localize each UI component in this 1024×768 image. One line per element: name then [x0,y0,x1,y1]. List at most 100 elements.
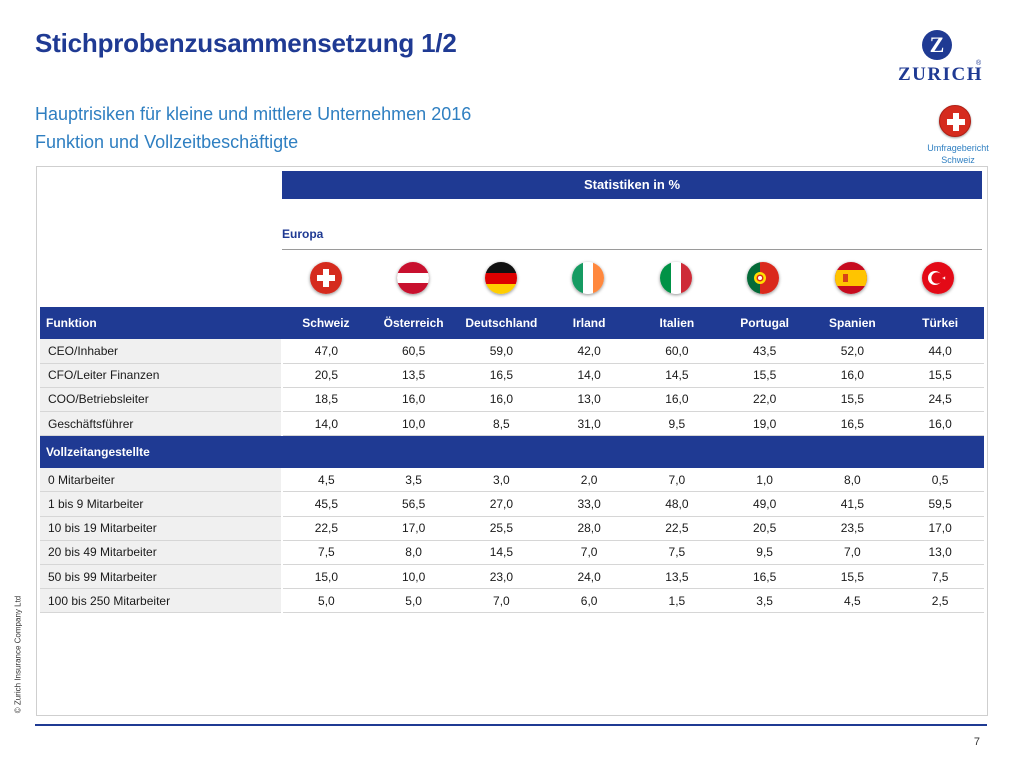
percentage-cell: 14,0 [545,363,633,388]
percentage-cell: 6,0 [545,588,633,614]
percentage-cell: 31,0 [545,411,633,437]
percentage-cell: 10,0 [369,564,458,590]
row-label: 0 Mitarbeiter [40,467,283,493]
zurich-logo: Z ZURICH ® [896,30,986,90]
percentage-cell: 16,5 [808,411,897,437]
percentage-cell: 28,0 [545,516,633,541]
percentage-cell: 9,5 [720,540,809,566]
survey-badge-label: Umfragebericht Schweiz [918,142,998,166]
percentage-cell: 7,0 [633,467,721,493]
percentage-cell: 7,0 [545,540,633,566]
column-header-country: Schweiz [282,307,370,339]
row-label: 20 bis 49 Mitarbeiter [40,540,283,566]
irish-flag-icon [572,262,605,294]
percentage-cell: 15,0 [282,564,370,590]
percentage-cell: 16,0 [808,363,897,388]
percentage-cell: 0,5 [896,467,984,493]
percentage-cell: 7,5 [896,564,984,590]
column-header-country: Österreich [369,307,458,339]
table-row: COO/Betriebsleiter 18,5 16,0 16,0 13,0 16,0 22… [40,387,984,413]
percentage-cell: 5,0 [369,588,458,614]
swiss-flag-icon [309,262,342,294]
percentage-cell: 19,0 [720,411,809,437]
table-row: Geschäftsführer 14,0 10,0 8,5 31,0 9,5 19,0 16,… [40,411,984,437]
percentage-cell: 7,0 [457,588,546,614]
column-header-country: Spanien [808,307,897,339]
copyright-notice: © Zurich Insurance Company Ltd [13,590,23,720]
row-label: Geschäftsführer [40,411,283,437]
statistics-header: Statistiken in % [282,171,982,199]
row-label: 1 bis 9 Mitarbeiter [40,491,283,517]
percentage-cell: 33,0 [545,491,633,517]
percentage-cell: 16,5 [457,363,546,388]
subtitle-main: Hauptrisiken für kleine und mittlere Unt… [35,104,472,124]
percentage-cell: 24,0 [545,564,633,590]
row-label: 10 bis 19 Mitarbeiter [40,516,283,541]
percentage-cell: 13,5 [369,363,458,388]
percentage-cell: 7,5 [633,540,721,566]
table-row: 10 bis 19 Mitarbeiter 22,5 17,0 25,5 28,0 22,… [40,516,984,541]
swiss-badge-icon [939,105,971,137]
percentage-cell: 13,0 [896,540,984,566]
region-label: Europa [282,227,324,241]
percentage-cell: 42,0 [545,339,633,364]
percentage-cell: 17,0 [896,516,984,541]
percentage-cell: 44,0 [896,339,984,364]
row-label: 100 bis 250 Mitarbeiter [40,588,283,614]
page-title: Stichprobenzusammensetzung 1/2 [35,28,457,58]
country-flags-row [282,260,982,296]
percentage-cell: 24,5 [896,387,984,413]
region-divider [282,249,982,250]
percentage-cell: 22,0 [720,387,809,413]
percentage-cell: 43,5 [720,339,809,364]
zurich-logo-text: ZURICH [898,64,984,85]
table-row: 1 bis 9 Mitarbeiter 45,5 56,5 27,0 33,0 48,0 4… [40,491,984,517]
percentage-cell: 16,0 [457,387,546,413]
percentage-cell: 3,0 [457,467,546,493]
percentage-cell: 3,5 [720,588,809,614]
percentage-cell: 20,5 [720,516,809,541]
table-row: CEO/Inhaber 47,0 60,5 59,0 42,0 60,0 43,5 52,0 4… [40,339,984,364]
spanish-flag-icon [834,262,867,294]
footer-divider [35,724,987,726]
percentage-cell: 9,5 [633,411,721,437]
percentage-cell: 14,0 [282,411,370,437]
column-header-country: Deutschland [457,307,546,339]
table-row: 20 bis 49 Mitarbeiter 7,5 8,0 14,5 7,0 7,5 9,5… [40,540,984,566]
percentage-cell: 18,5 [282,387,370,413]
table-row: 0 Mitarbeiter 4,5 3,5 3,0 2,0 7,0 1,0 8,0 0,5 [40,467,984,493]
section-header-label: Vollzeitangestellte [40,435,984,468]
table-row: 100 bis 250 Mitarbeiter 5,0 5,0 7,0 6,0 1,5 3,… [40,588,984,614]
italian-flag-icon [659,262,692,294]
percentage-cell: 1,0 [720,467,809,493]
percentage-cell: 25,5 [457,516,546,541]
percentage-cell: 17,0 [369,516,458,541]
austrian-flag-icon [397,262,430,294]
percentage-cell: 16,0 [369,387,458,413]
percentage-cell: 4,5 [808,588,897,614]
column-header-country: Portugal [720,307,809,339]
column-header-function: Funktion [40,307,282,339]
percentage-cell: 59,5 [896,491,984,517]
row-label: 50 bis 99 Mitarbeiter [40,564,283,590]
percentage-cell: 60,0 [633,339,721,364]
percentage-cell: 22,5 [633,516,721,541]
percentage-cell: 1,5 [633,588,721,614]
percentage-cell: 14,5 [633,363,721,388]
survey-badge-line2: Schweiz [941,155,975,165]
percentage-cell: 10,0 [369,411,458,437]
percentage-cell: 3,5 [369,467,458,493]
percentage-cell: 47,0 [282,339,370,364]
percentage-cell: 22,5 [282,516,370,541]
percentage-cell: 15,5 [720,363,809,388]
percentage-cell: 15,5 [896,363,984,388]
percentage-cell: 16,0 [896,411,984,437]
survey-badge-line1: Umfragebericht [927,143,989,153]
column-header-country: Italien [633,307,721,339]
german-flag-icon [484,262,517,294]
percentage-cell: 4,5 [282,467,370,493]
row-label: CEO/Inhaber [40,339,283,364]
zurich-z-icon: Z [922,30,952,60]
table-row: CFO/Leiter Finanzen 20,5 13,5 16,5 14,0 14,5 1… [40,363,984,388]
percentage-cell: 8,5 [457,411,546,437]
